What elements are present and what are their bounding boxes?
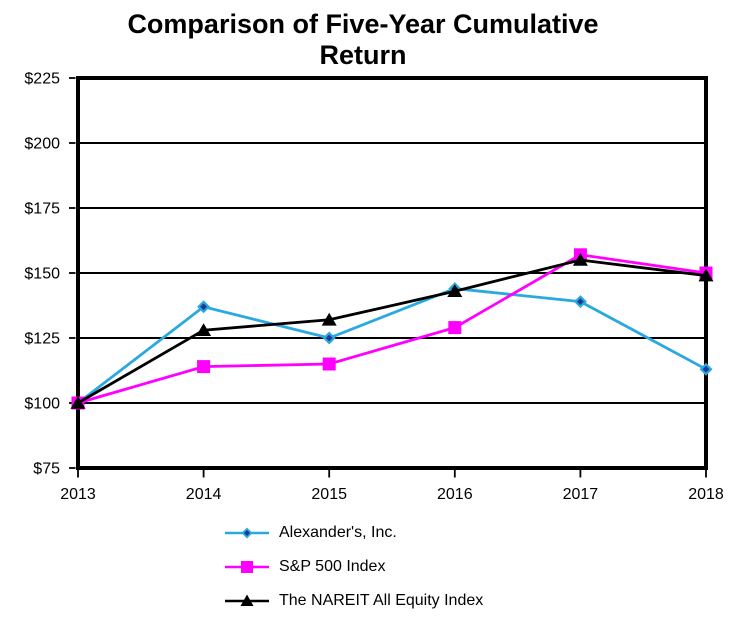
legend-triangle-marker-icon xyxy=(225,594,269,606)
legend-diamond-core-icon xyxy=(244,530,250,536)
x-axis-label: 2013 xyxy=(60,486,96,503)
legend-square-marker-icon xyxy=(225,561,269,573)
legend-item-the-nareit-all-equity-index: The NAREIT All Equity Index xyxy=(224,590,483,612)
data-point-diamond-core-icon xyxy=(702,365,710,373)
y-axis-label: $125 xyxy=(24,331,60,348)
y-axis-label: $175 xyxy=(24,201,60,218)
data-point-triangle-icon xyxy=(70,396,86,409)
series-line xyxy=(77,258,707,405)
legend-item-s-p-500-index: S&P 500 Index xyxy=(224,556,483,578)
x-axis-label: 2016 xyxy=(437,486,473,503)
chart-legend: Alexander's, Inc. S&P 500 Index The NAREIT… xyxy=(224,522,483,624)
x-axis-label: 2017 xyxy=(563,486,599,503)
legend-label: Alexander's, Inc. xyxy=(279,524,397,541)
data-point-triangle-icon xyxy=(572,253,588,266)
data-point-triangle-icon xyxy=(196,323,212,336)
x-axis-label: 2014 xyxy=(186,486,222,503)
x-axis-label: 2018 xyxy=(688,486,724,503)
series-line xyxy=(77,253,707,405)
y-axis-label: $100 xyxy=(24,396,60,413)
data-point-diamond-core-icon xyxy=(200,303,207,311)
data-point-triangle-icon xyxy=(321,312,337,326)
series-the-nareit-all-equity-index xyxy=(70,253,714,409)
data-point-triangle-icon xyxy=(447,284,463,297)
chart-title: Comparison of Five-Year Cumulative Retur… xyxy=(127,9,599,70)
data-point-square-icon xyxy=(448,321,462,335)
x-axis-label: 2015 xyxy=(311,486,347,503)
legend-diamond-marker-icon xyxy=(225,527,269,539)
data-point-triangle-icon xyxy=(698,268,714,282)
legend-label: S&P 500 Index xyxy=(279,558,386,575)
data-point-square-icon xyxy=(197,360,211,374)
legend-item-alexander-s-inc: Alexander's, Inc. xyxy=(224,522,483,544)
data-point-diamond-core-icon xyxy=(577,298,584,305)
legend-triangle-icon xyxy=(240,594,254,606)
y-axis-label: $225 xyxy=(24,71,60,88)
legend-label: The NAREIT All Equity Index xyxy=(279,592,484,609)
data-point-diamond-core-icon xyxy=(325,334,333,342)
y-axis-label: $150 xyxy=(24,266,60,283)
data-point-square-icon xyxy=(322,357,336,371)
legend-square-icon xyxy=(241,561,253,573)
y-axis-label: $200 xyxy=(24,136,60,153)
series-line xyxy=(77,287,707,405)
y-axis-label: $75 xyxy=(33,461,60,478)
